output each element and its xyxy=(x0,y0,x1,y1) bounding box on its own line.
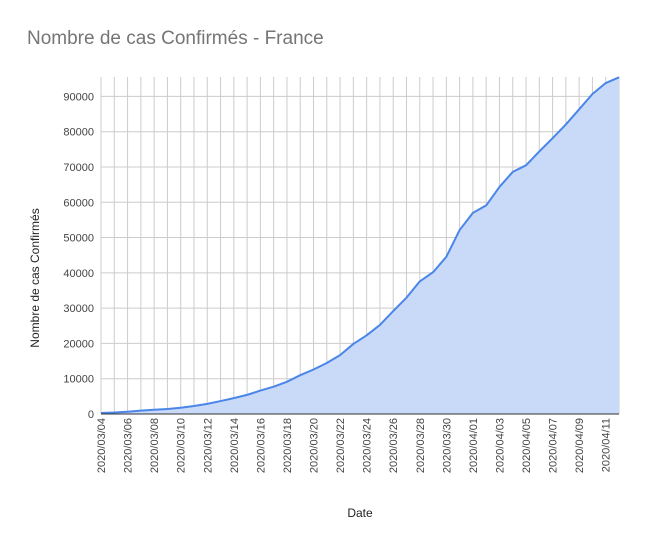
x-tick-label: 2020/04/09 xyxy=(574,418,586,473)
chart-title: Nombre de cas Confirmés - France xyxy=(27,28,324,49)
series-line xyxy=(100,76,620,414)
y-tick-label: 0 xyxy=(88,409,94,421)
y-axis-title: Nombre de cas Confirmés xyxy=(28,208,42,347)
y-tick-label: 50000 xyxy=(63,233,94,245)
y-tick-label: 20000 xyxy=(63,338,94,350)
y-tick-label: 90000 xyxy=(63,91,94,103)
x-tick-label: 2020/03/20 xyxy=(309,418,321,473)
x-tick-label: 2020/04/03 xyxy=(494,418,506,473)
y-tick-label: 70000 xyxy=(63,162,94,174)
y-tick-label: 80000 xyxy=(63,127,94,139)
y-tick-label: 40000 xyxy=(63,268,94,280)
x-tick-label: 2020/03/04 xyxy=(96,418,108,473)
y-tick-label: 30000 xyxy=(63,303,94,315)
x-tick-label: 2020/03/08 xyxy=(149,418,161,473)
x-tick-label: 2020/03/30 xyxy=(441,418,453,473)
x-tick-label: 2020/04/07 xyxy=(548,418,560,473)
x-tick-label: 2020/04/05 xyxy=(521,418,533,473)
x-tick-label: 2020/03/16 xyxy=(255,418,267,473)
axis-layer: 0 10000 20000 30000 40000 50000 60000 70000 8000… xyxy=(63,91,619,473)
area-fill xyxy=(101,77,619,415)
x-tick-label: 2020/03/18 xyxy=(282,418,294,473)
x-axis-title: Date xyxy=(347,506,373,520)
x-tick-label: 2020/03/28 xyxy=(415,418,427,473)
x-tick-label: 2020/03/14 xyxy=(229,418,241,473)
series-layer xyxy=(100,76,620,415)
y-tick-label: 10000 xyxy=(63,374,94,386)
x-tick-label: 2020/04/01 xyxy=(468,418,480,473)
x-tick-label: 2020/03/22 xyxy=(335,418,347,473)
x-tick-label: 2020/04/11 xyxy=(601,418,613,472)
x-tick-label: 2020/03/24 xyxy=(362,418,374,473)
y-tick-label: 60000 xyxy=(63,197,94,209)
x-tick-label: 2020/03/12 xyxy=(202,418,214,473)
x-tick-label: 2020/03/10 xyxy=(176,418,188,473)
x-tick-label: 2020/03/06 xyxy=(123,418,135,473)
x-tick-label: 2020/03/26 xyxy=(388,418,400,473)
